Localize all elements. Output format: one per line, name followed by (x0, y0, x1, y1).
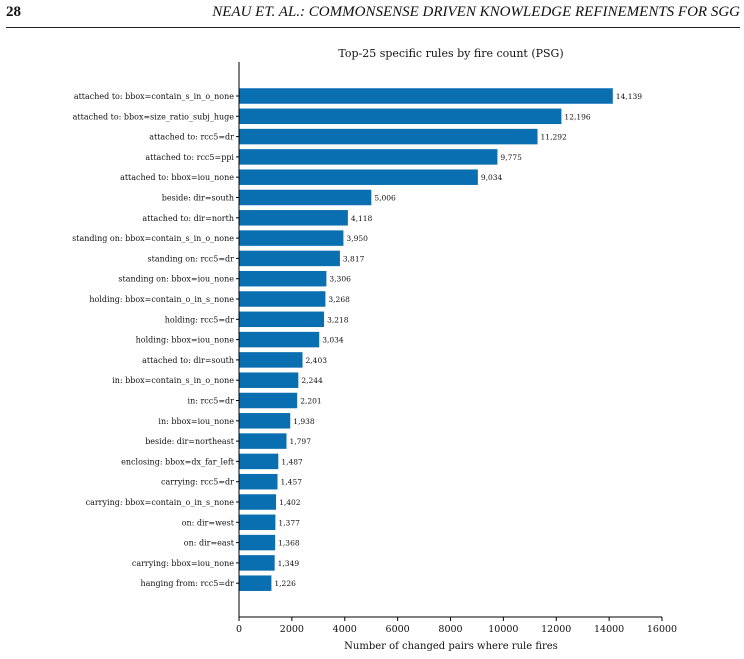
bar (239, 534, 276, 551)
x-tick-label: 4000 (333, 624, 357, 635)
bar (239, 210, 348, 226)
y-tick-label: in: bbox=iou_none (158, 417, 234, 426)
bar (239, 372, 299, 388)
value-label: 2,244 (301, 376, 323, 385)
x-axis-label: Number of changed pairs where rule fires (344, 641, 558, 652)
value-label: 3,218 (327, 315, 349, 324)
value-label: 1,457 (281, 478, 303, 487)
y-tick-label: carrying: bbox=iou_none (132, 559, 234, 568)
value-label: 1,368 (278, 539, 300, 548)
page-header: 28 NEAU ET. AL.: COMMONSENSE DRIVEN KNOW… (0, 0, 744, 32)
bar (239, 433, 287, 449)
y-tick-label: attached to: dir=north (142, 214, 234, 223)
y-tick-labels: attached to: bbox=contain_s_in_o_noneatt… (72, 92, 239, 588)
y-tick-label: beside: dir=northeast (145, 437, 235, 446)
y-tick-label: attached to: bbox=iou_none (120, 173, 234, 182)
value-label: 1,377 (278, 518, 300, 527)
value-label: 2,403 (306, 356, 328, 365)
bar (239, 514, 276, 531)
x-tick-label: 10000 (488, 624, 518, 635)
bar (239, 473, 278, 490)
x-tick-label: 16000 (647, 624, 677, 635)
value-labels: 14,139 12,196 11,292 9,775 9,034 5,006 4,118 3,… (274, 92, 642, 588)
y-tick-label: holding: bbox=iou_none (136, 336, 235, 345)
value-label: 9,034 (481, 173, 503, 182)
value-label: 1,226 (274, 579, 296, 588)
value-label: 3,034 (322, 336, 344, 345)
y-tick-label: in: bbox=contain_s_in_o_none (112, 376, 234, 385)
value-label: 3,306 (329, 275, 351, 284)
value-label: 14,139 (616, 92, 642, 101)
bar (239, 555, 275, 571)
value-label: 11,292 (541, 133, 567, 142)
x-tick-label: 6000 (386, 624, 410, 635)
y-tick-label: attached to: dir=south (142, 356, 234, 365)
y-tick-label: enclosing: bbox=dx_far_left (121, 457, 235, 466)
bar (239, 331, 320, 348)
value-label: 1,797 (290, 437, 312, 446)
bar (239, 108, 562, 125)
bar (239, 311, 325, 328)
y-tick-label: beside: dir=south (162, 194, 234, 203)
x-tick-label: 2000 (280, 624, 304, 635)
bar (239, 169, 478, 185)
y-tick-label: on: dir=east (184, 539, 235, 548)
y-tick-label: holding: bbox=contain_o_in_s_none (89, 295, 234, 304)
bars-group (239, 88, 613, 591)
y-tick-label: holding: rcc5=dr (165, 315, 234, 324)
x-tick-label: 12000 (541, 624, 571, 635)
bar (239, 575, 272, 591)
x-axis-ticks: 0 2000 4000 6000 8000 10000 12000 14000 16000 (236, 617, 677, 635)
x-tick-label: 14000 (594, 624, 624, 635)
value-label: 3,950 (346, 234, 368, 243)
y-tick-label: hanging from: rcc5=dr (140, 579, 234, 588)
bar (239, 413, 291, 429)
y-tick-label: attached to: bbox=contain_s_in_o_none (74, 92, 234, 101)
y-tick-label: attached to: bbox=size_ratio_subj_huge (73, 112, 235, 121)
bar (239, 189, 372, 206)
value-label: 4,118 (351, 214, 373, 223)
bar (239, 250, 340, 267)
y-tick-label: carrying: rcc5=dr (161, 478, 234, 487)
y-tick-label: standing on: rcc5=dr (148, 254, 235, 263)
value-label: 1,938 (293, 417, 315, 426)
bar (239, 128, 538, 145)
value-label: 1,402 (279, 498, 301, 507)
bar (239, 149, 498, 165)
chart-title: Top-25 specific rules by fire count (PSG… (338, 47, 563, 60)
bar (239, 352, 303, 368)
value-label: 9,775 (500, 153, 522, 162)
y-tick-label: carrying: bbox=contain_o_in_s_none (86, 498, 235, 507)
value-label: 12,196 (564, 112, 590, 121)
y-tick-label: attached to: rcc5=ppi (145, 153, 234, 162)
y-tick-label: attached to: rcc5=dr (149, 133, 234, 142)
bar (239, 230, 344, 246)
x-tick-label: 0 (236, 624, 242, 635)
bar (239, 291, 326, 307)
value-label: 1,487 (281, 457, 303, 466)
value-label: 3,817 (343, 254, 365, 263)
y-tick-label: standing on: bbox=iou_none (118, 275, 234, 284)
y-tick-label: standing on: bbox=contain_s_in_o_none (72, 234, 234, 243)
x-tick-label: 8000 (438, 624, 462, 635)
header-rule (6, 27, 740, 28)
y-tick-label: in: rcc5=dr (188, 397, 235, 406)
bar (239, 270, 327, 287)
page-number: 28 (6, 4, 21, 20)
bar (239, 453, 279, 470)
bar (239, 494, 277, 510)
y-tick-label: on: dir=west (182, 518, 235, 527)
bar (239, 392, 298, 409)
value-label: 2,201 (300, 397, 321, 406)
value-label: 3,268 (328, 295, 350, 304)
value-label: 5,006 (374, 194, 396, 203)
value-label: 1,349 (278, 559, 300, 568)
running-title: NEAU ET. AL.: COMMONSENSE DRIVEN KNOWLED… (212, 4, 740, 20)
bar (239, 88, 613, 104)
